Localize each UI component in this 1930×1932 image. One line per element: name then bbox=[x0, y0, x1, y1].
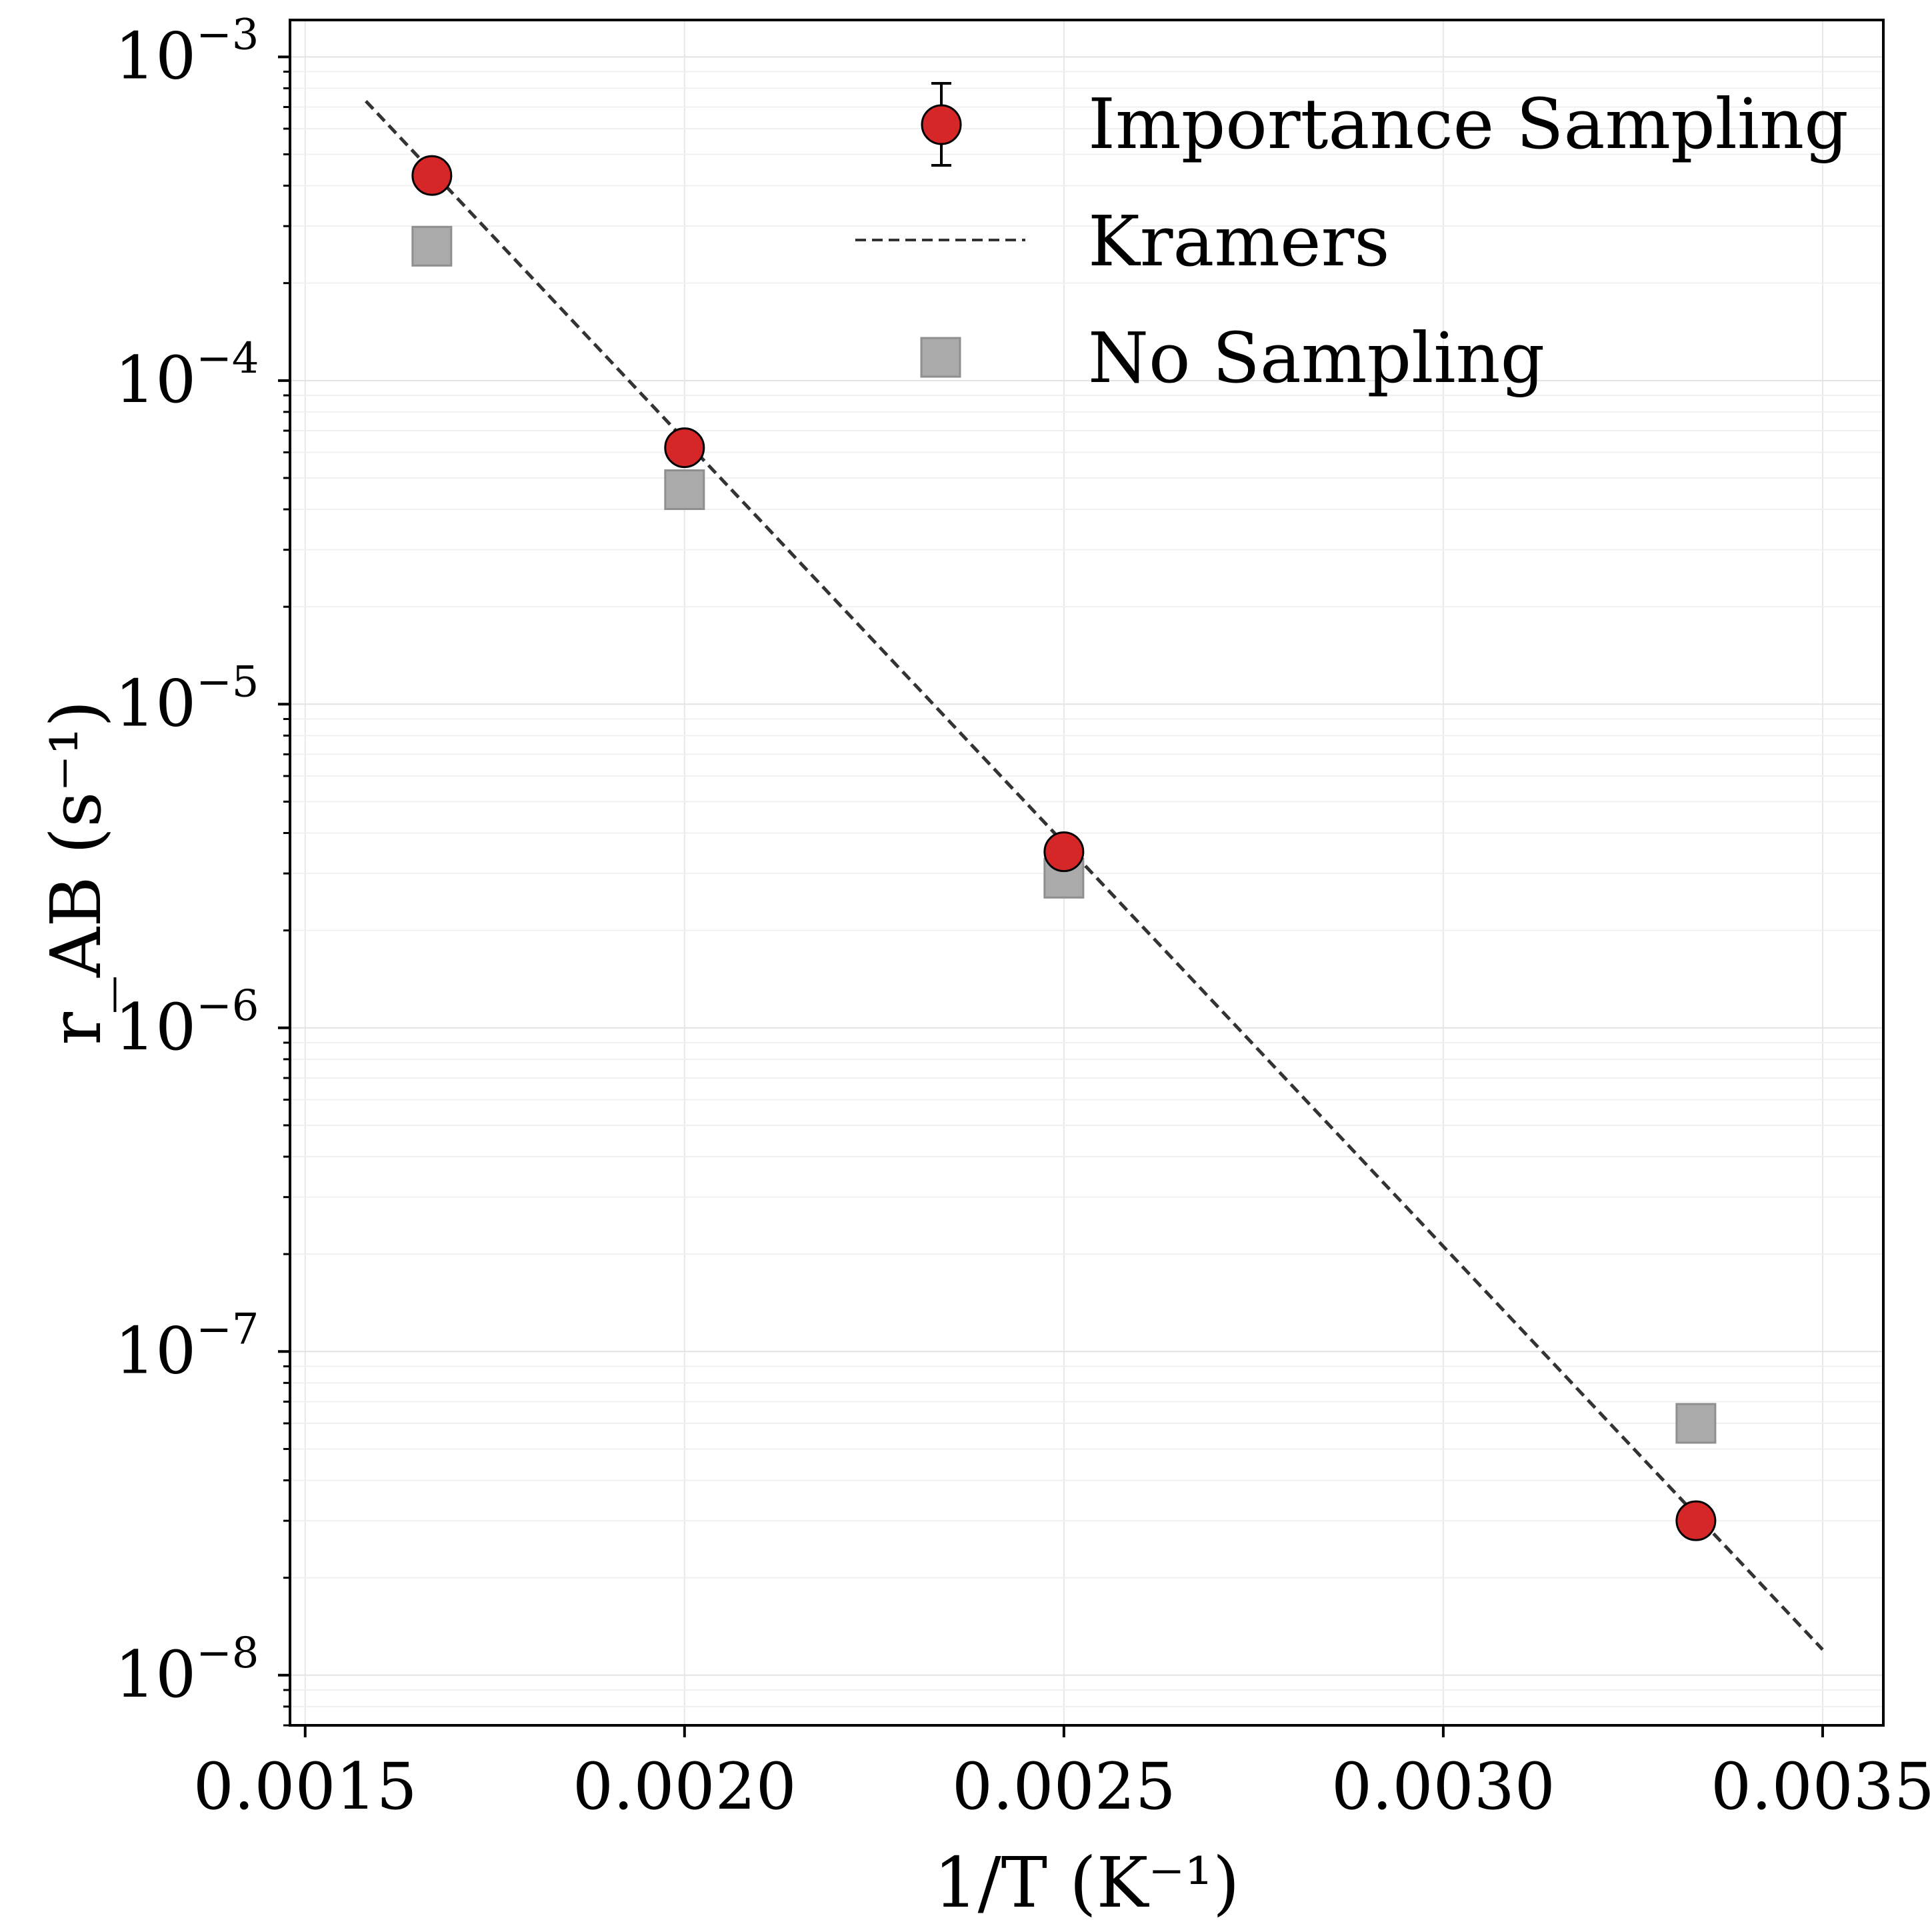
importance-sampling-point bbox=[1043, 831, 1085, 873]
no-sampling-point bbox=[1675, 1403, 1717, 1444]
x-axis-ticks: 0.0015 0.0020 0.0025 0.0030 0.0035 bbox=[193, 1725, 1930, 1824]
importance-sampling-series bbox=[411, 155, 1717, 1541]
importance-sampling-point bbox=[664, 427, 705, 469]
y-tick-label: 10−8 bbox=[115, 1629, 259, 1712]
no-sampling-point bbox=[411, 225, 453, 267]
y-axis-ticks: 10−8 10−7 10−6 10−5 10−4 10−3 bbox=[115, 10, 290, 1727]
y-tick-label: 10−6 bbox=[115, 981, 259, 1065]
x-tick-label: 0.0030 bbox=[1331, 1749, 1555, 1824]
importance-sampling-point bbox=[411, 155, 453, 196]
x-tick-label: 0.0035 bbox=[1711, 1749, 1930, 1824]
no-sampling-point bbox=[664, 469, 705, 511]
y-tick-label: 10−5 bbox=[115, 657, 259, 741]
x-tick-label: 0.0020 bbox=[573, 1749, 797, 1824]
legend-importance-marker bbox=[921, 82, 962, 167]
kramers-line bbox=[364, 99, 1824, 1651]
kramers-series bbox=[364, 99, 1824, 1651]
y-tick-label: 10−4 bbox=[115, 334, 259, 417]
x-axis-label: 1/T (K⁻¹) bbox=[933, 1842, 1239, 1923]
y-tick-label: 10−3 bbox=[115, 10, 259, 93]
legend-importance-label: Importance Sampling bbox=[1088, 83, 1849, 165]
x-tick-label: 0.0025 bbox=[952, 1749, 1176, 1824]
y-axis-label: r_AB (s⁻¹) bbox=[35, 700, 117, 1045]
legend-kramers-label: Kramers bbox=[1088, 201, 1390, 282]
no-sampling-series bbox=[411, 225, 1717, 1444]
legend-no-sampling-marker bbox=[920, 337, 961, 378]
importance-sampling-point bbox=[1675, 1500, 1717, 1541]
x-tick-label: 0.0015 bbox=[193, 1749, 417, 1824]
y-tick-label: 10−7 bbox=[115, 1305, 259, 1388]
legend-no-sampling-label: No Sampling bbox=[1088, 317, 1545, 399]
legend: Importance Sampling Kramers No Sampling bbox=[855, 82, 1849, 399]
